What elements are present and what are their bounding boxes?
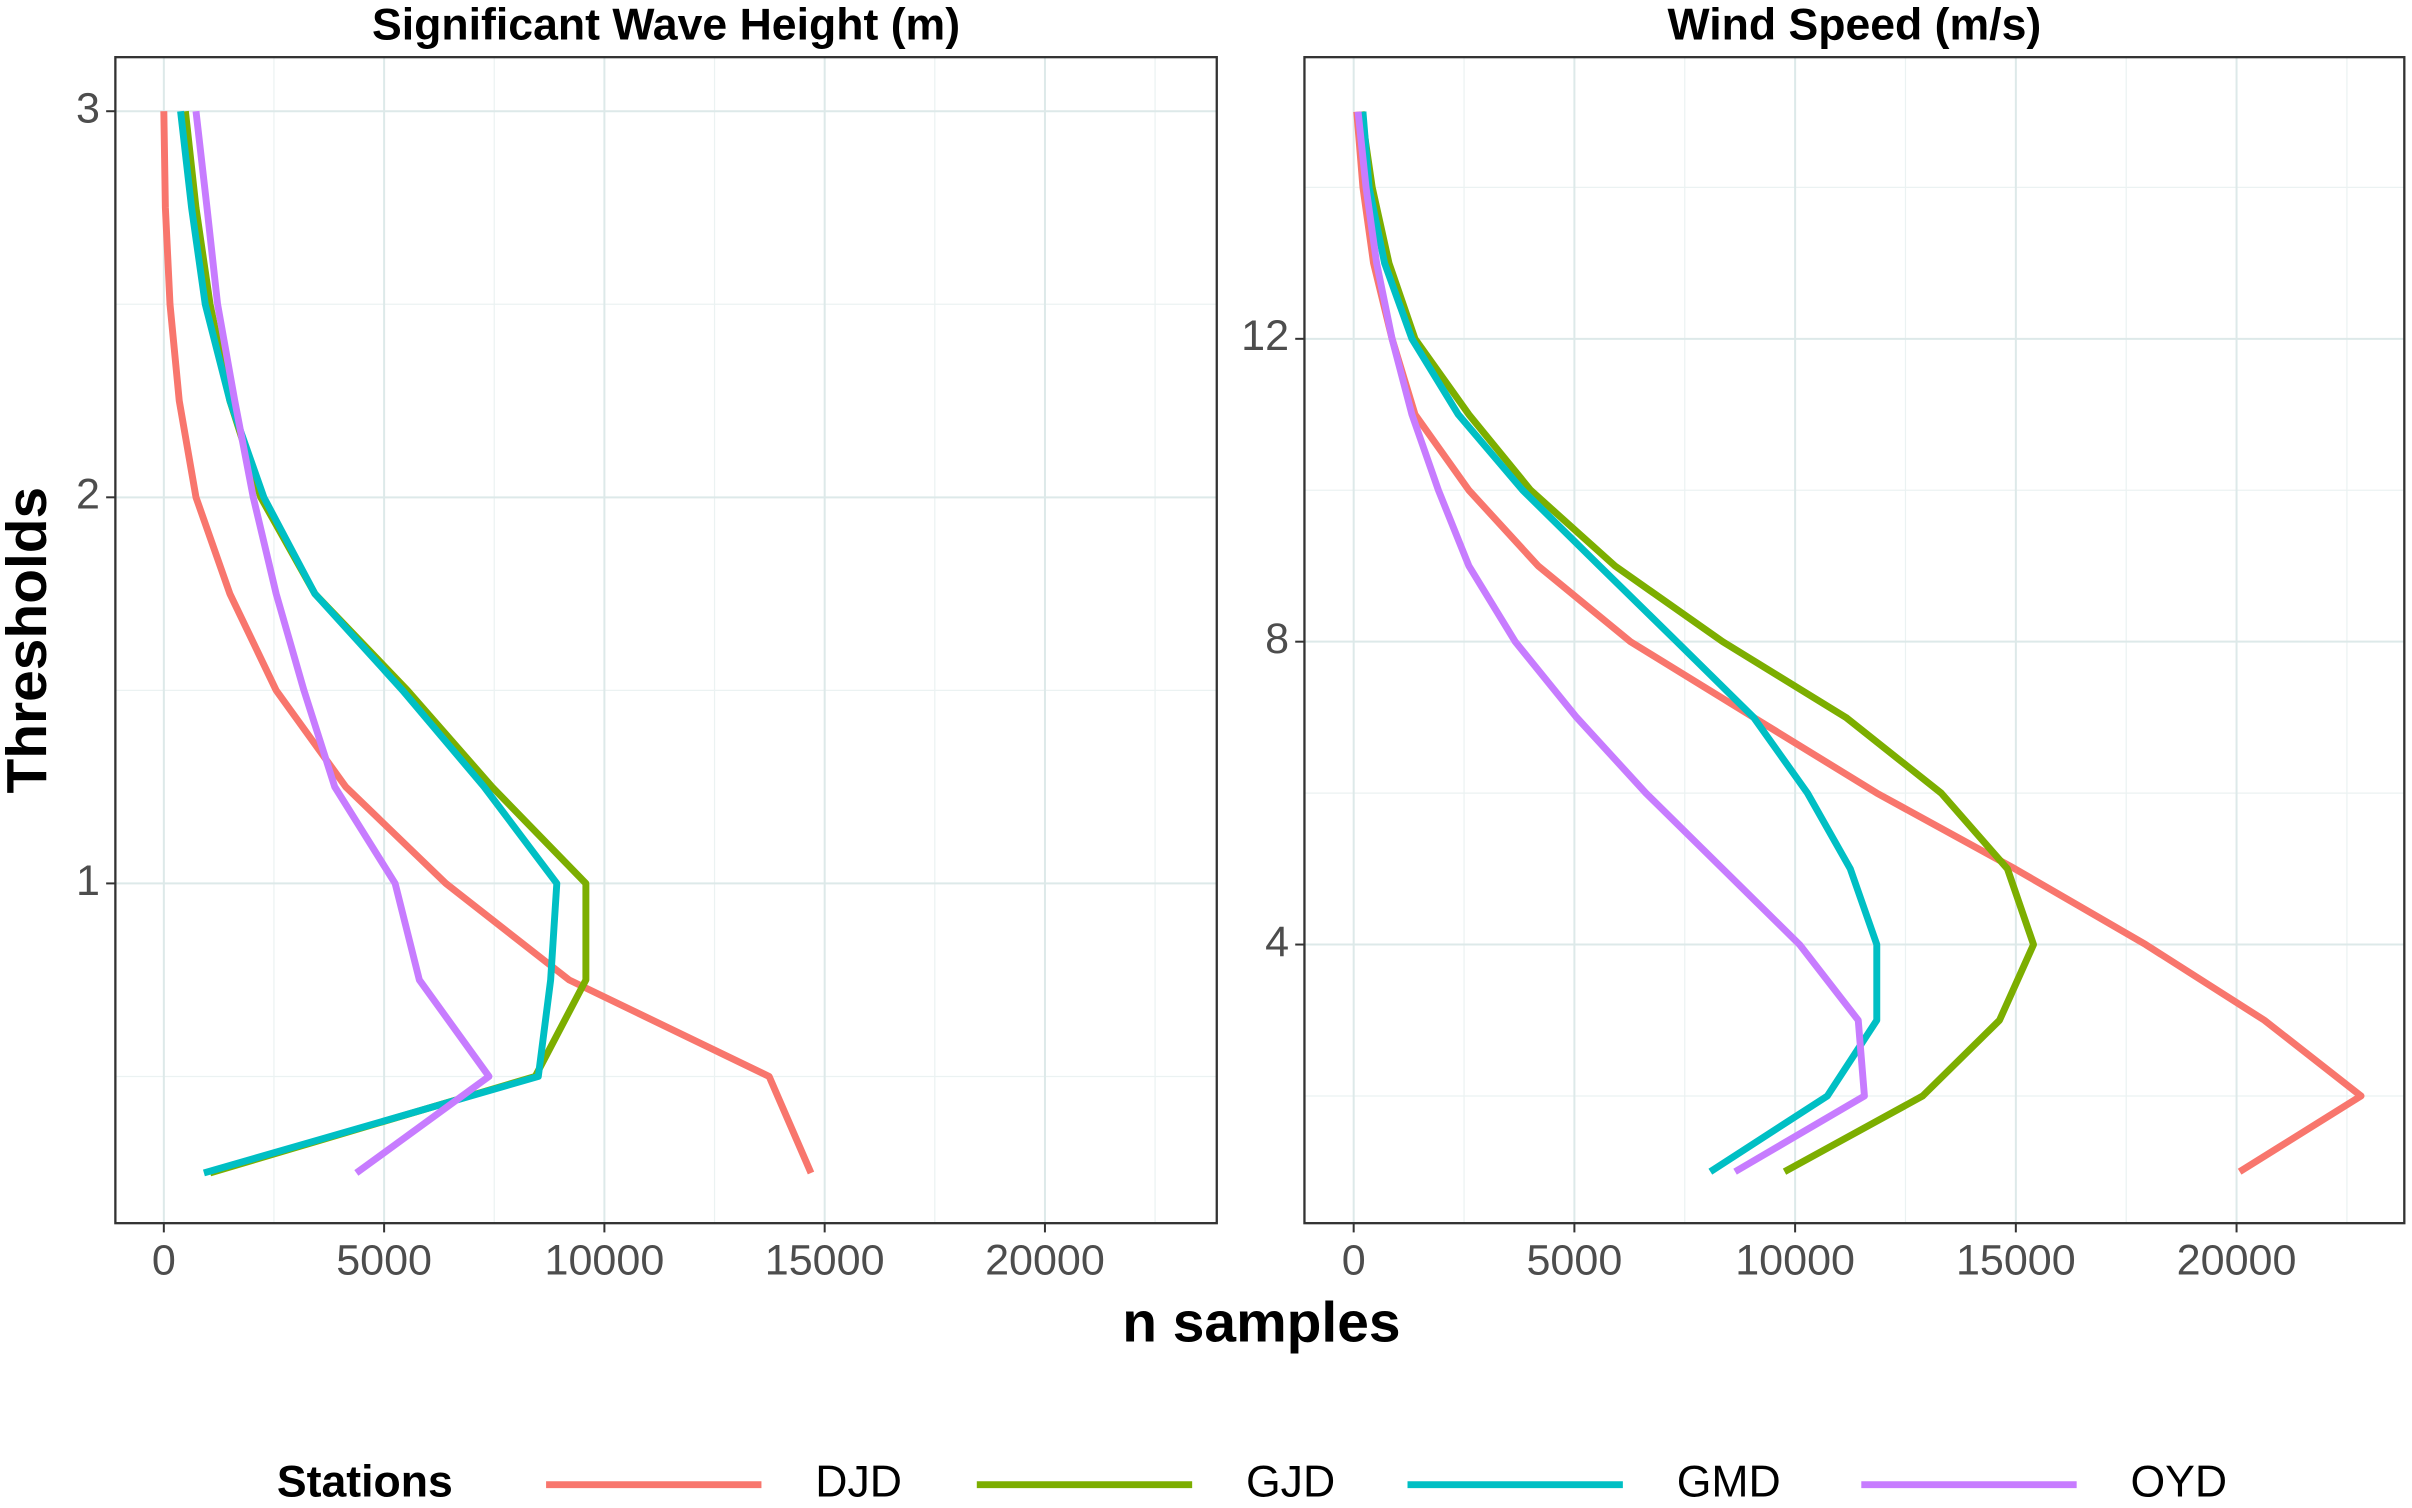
legend-label: GMD [1677,1457,1781,1506]
series-line: GMD [1359,111,1881,1175]
series-line: GJD [1357,111,2037,1175]
legend-label: DJD [815,1457,902,1506]
y-tick-label: 3 [76,85,100,133]
x-axis-title: n samples [1122,1290,1400,1354]
x-tick-label: 20000 [2177,1237,2297,1285]
y-axis-title: Thresholds [0,487,59,794]
x-tick-label: 0 [152,1237,176,1285]
x-tick-label: 10000 [1735,1237,1855,1285]
y-tick-label: 8 [1265,615,1289,663]
y-tick-label: 2 [76,471,100,519]
x-tick-label: 15000 [765,1237,885,1285]
x-tick-label: 0 [1342,1237,1366,1285]
series-line: DJD [160,111,815,1175]
y-tick-label: 4 [1265,918,1289,966]
x-tick-label: 5000 [1526,1237,1622,1285]
legend-title: Stations [277,1457,453,1506]
panel-title: Significant Wave Height (m) [372,1,960,50]
panel-border [114,56,1218,1225]
legend-label: OYD [2130,1457,2227,1506]
y-tick-label: 1 [76,857,100,905]
series-line: GMD [177,110,561,1177]
series-line: GJD [181,110,590,1177]
x-tick-label: 15000 [1956,1237,2076,1285]
panel-border [1303,56,2406,1225]
y-tick-label: 12 [1241,312,1289,360]
series-line: OYD [1354,111,1868,1175]
x-tick-label: 5000 [336,1237,432,1285]
x-tick-label: 10000 [545,1237,665,1285]
series-line: OYD [192,110,493,1176]
legend-label: GJD [1246,1457,1335,1506]
x-tick-label: 20000 [985,1237,1105,1285]
panel-title: Wind Speed (m/s) [1668,1,2042,50]
